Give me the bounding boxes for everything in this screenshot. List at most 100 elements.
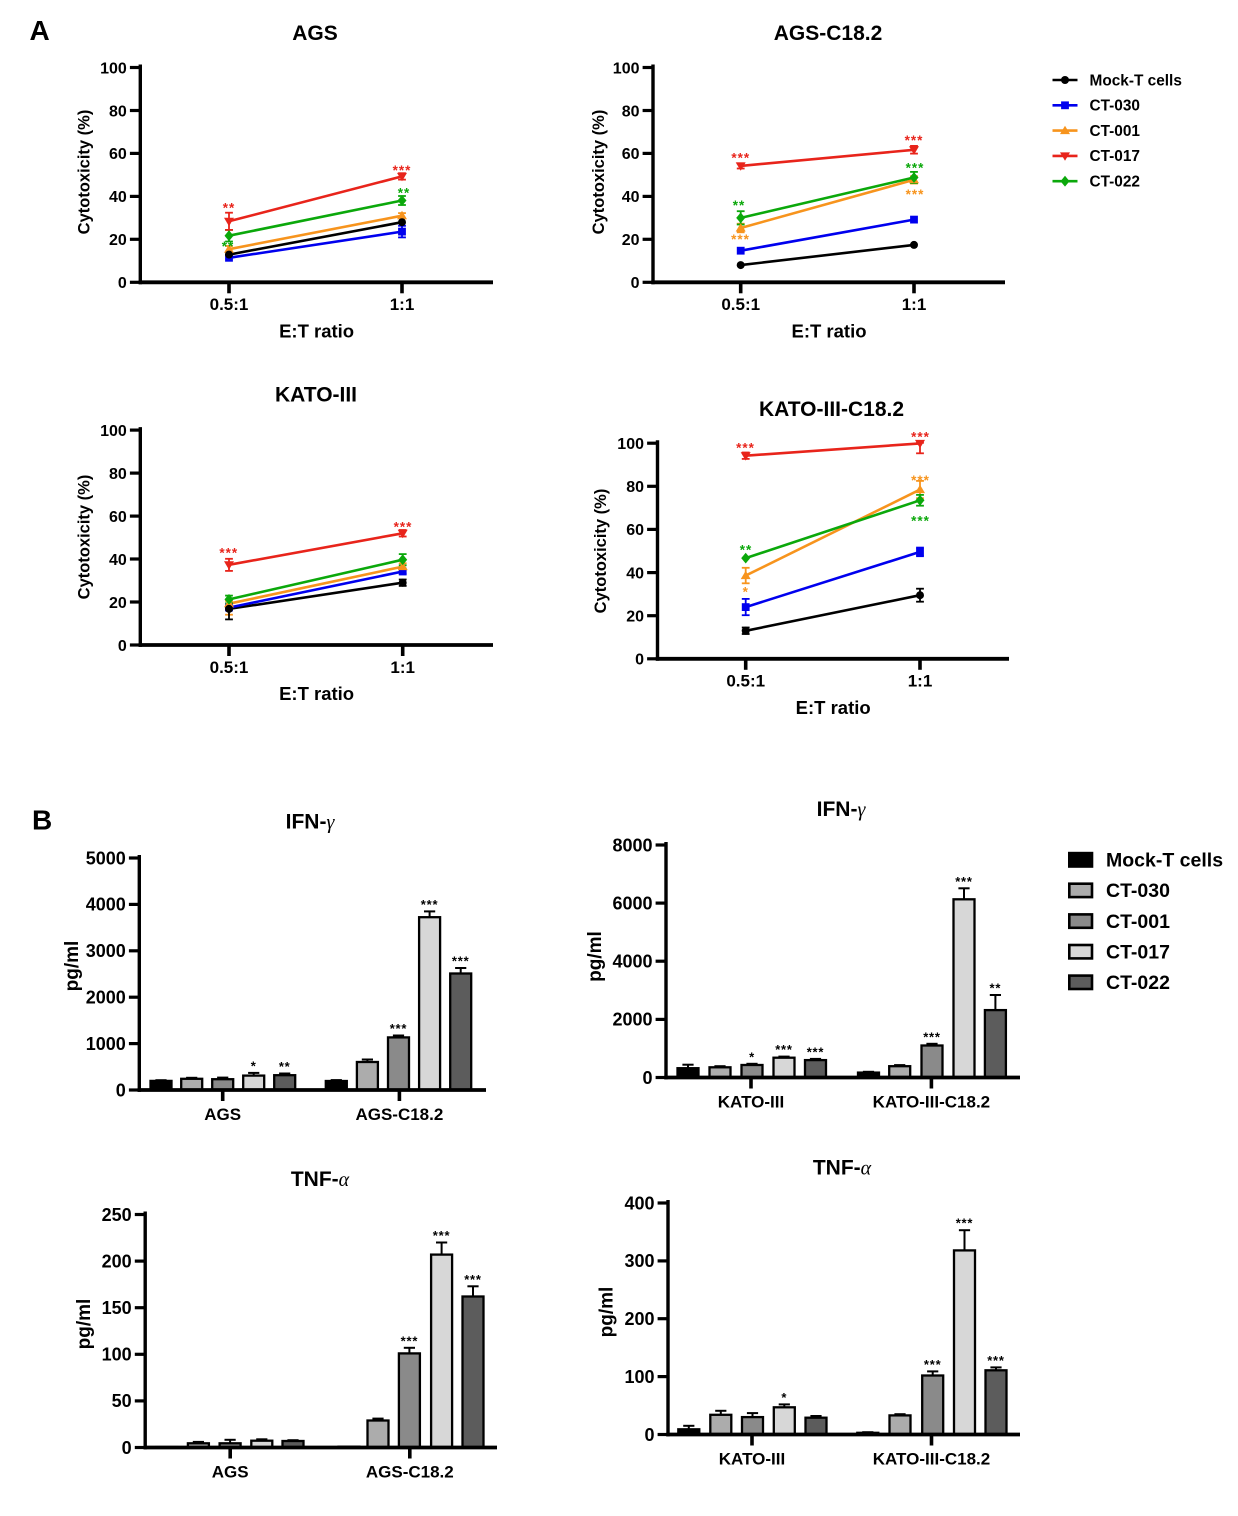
svg-text:2000: 2000 <box>86 988 126 1008</box>
svg-text:**: ** <box>740 543 753 558</box>
svg-text:100: 100 <box>617 436 644 453</box>
svg-text:60: 60 <box>109 509 127 526</box>
svg-text:***: *** <box>452 954 470 969</box>
svg-text:***: *** <box>393 163 412 178</box>
svg-text:IFN-γ: IFN-γ <box>817 798 867 821</box>
svg-text:*: * <box>743 585 749 600</box>
svg-text:***: *** <box>924 1357 942 1372</box>
svg-text:CT-017: CT-017 <box>1090 148 1140 165</box>
svg-text:Cytotoxicity (%): Cytotoxicity (%) <box>592 489 610 614</box>
svg-text:***: *** <box>906 160 925 175</box>
svg-text:40: 40 <box>109 189 127 206</box>
svg-text:100: 100 <box>100 60 127 77</box>
svg-text:pg/ml: pg/ml <box>62 941 83 992</box>
svg-text:Mock-T cells: Mock-T cells <box>1106 850 1223 872</box>
svg-text:AGS-C18.2: AGS-C18.2 <box>355 1105 443 1124</box>
svg-text:**: ** <box>222 239 235 254</box>
svg-text:***: *** <box>421 897 439 912</box>
svg-text:20: 20 <box>626 609 644 626</box>
svg-text:**: ** <box>398 185 411 200</box>
svg-text:Mock-T cells: Mock-T cells <box>1090 72 1182 89</box>
svg-text:AGS: AGS <box>204 1105 241 1124</box>
svg-text:*: * <box>251 1058 257 1073</box>
svg-text:60: 60 <box>626 522 644 539</box>
svg-text:50: 50 <box>112 1391 132 1411</box>
svg-text:***: *** <box>390 1021 408 1036</box>
svg-text:**: ** <box>990 981 1002 996</box>
svg-text:AGS: AGS <box>212 1462 249 1481</box>
svg-text:Cytotoxicity (%): Cytotoxicity (%) <box>76 475 94 600</box>
svg-text:KATO-III: KATO-III <box>719 1449 785 1468</box>
svg-text:***: *** <box>433 1228 451 1243</box>
svg-text:***: *** <box>775 1042 793 1057</box>
svg-text:60: 60 <box>622 146 640 163</box>
svg-text:pg/ml: pg/ml <box>585 931 606 982</box>
svg-text:400: 400 <box>624 1193 654 1213</box>
svg-text:***: *** <box>955 874 973 889</box>
svg-text:1:1: 1:1 <box>902 295 927 314</box>
svg-text:Cytotoxicity (%): Cytotoxicity (%) <box>590 110 608 235</box>
svg-text:0: 0 <box>122 1438 132 1458</box>
svg-text:0: 0 <box>116 1080 126 1100</box>
svg-text:0: 0 <box>631 275 640 292</box>
svg-text:8000: 8000 <box>612 835 652 855</box>
svg-text:0: 0 <box>642 1068 652 1088</box>
svg-text:AGS: AGS <box>292 22 338 45</box>
svg-text:KATO-III: KATO-III <box>718 1092 784 1111</box>
svg-text:40: 40 <box>109 552 127 569</box>
svg-text:KATO-III-C18.2: KATO-III-C18.2 <box>873 1092 990 1111</box>
svg-text:*: * <box>749 1049 755 1064</box>
svg-text:KATO-III-C18.2: KATO-III-C18.2 <box>873 1449 990 1468</box>
svg-text:80: 80 <box>622 103 640 120</box>
svg-text:100: 100 <box>102 1345 132 1365</box>
svg-text:CT-022: CT-022 <box>1106 972 1170 994</box>
svg-text:pg/ml: pg/ml <box>597 1287 618 1338</box>
svg-text:0: 0 <box>118 638 127 655</box>
svg-text:***: *** <box>987 1353 1005 1368</box>
svg-text:***: *** <box>736 441 755 456</box>
svg-text:CT-030: CT-030 <box>1090 98 1140 115</box>
svg-text:0: 0 <box>635 652 644 669</box>
svg-text:**: ** <box>223 201 236 216</box>
svg-text:***: *** <box>401 1333 419 1348</box>
svg-text:***: *** <box>394 520 413 535</box>
svg-text:***: *** <box>731 232 750 247</box>
svg-text:60: 60 <box>109 146 127 163</box>
svg-text:100: 100 <box>613 60 640 77</box>
svg-text:***: *** <box>906 187 925 202</box>
svg-text:***: *** <box>807 1044 825 1059</box>
svg-text:1:1: 1:1 <box>390 295 415 314</box>
svg-text:KATO-III-C18.2: KATO-III-C18.2 <box>759 398 904 421</box>
svg-text:5000: 5000 <box>86 848 126 868</box>
svg-text:***: *** <box>956 1216 974 1231</box>
svg-text:***: *** <box>911 473 930 488</box>
svg-text:AGS-C18.2: AGS-C18.2 <box>366 1462 454 1481</box>
svg-text:***: *** <box>923 1029 941 1044</box>
svg-text:1:1: 1:1 <box>390 658 415 677</box>
svg-text:6000: 6000 <box>612 893 652 913</box>
svg-text:150: 150 <box>102 1298 132 1318</box>
svg-text:CT-030: CT-030 <box>1106 880 1170 902</box>
svg-text:20: 20 <box>622 232 640 249</box>
svg-text:40: 40 <box>626 565 644 582</box>
svg-text:300: 300 <box>624 1251 654 1271</box>
svg-text:IFN-γ: IFN-γ <box>286 811 336 834</box>
svg-text:0.5:1: 0.5:1 <box>726 672 765 691</box>
svg-text:KATO-III: KATO-III <box>275 384 357 407</box>
svg-text:A: A <box>30 15 50 46</box>
svg-text:***: *** <box>731 151 750 166</box>
svg-text:3000: 3000 <box>86 941 126 961</box>
svg-text:E:T ratio: E:T ratio <box>791 320 866 341</box>
svg-text:80: 80 <box>626 479 644 496</box>
svg-text:0.5:1: 0.5:1 <box>210 295 249 314</box>
svg-text:200: 200 <box>624 1309 654 1329</box>
svg-text:20: 20 <box>109 232 127 249</box>
svg-text:0.5:1: 0.5:1 <box>721 295 760 314</box>
svg-text:4000: 4000 <box>86 895 126 915</box>
svg-text:20: 20 <box>109 595 127 612</box>
svg-text:**: ** <box>279 1059 291 1074</box>
svg-text:CT-001: CT-001 <box>1106 911 1170 933</box>
svg-text:4000: 4000 <box>612 952 652 972</box>
svg-text:0: 0 <box>644 1425 654 1445</box>
svg-text:CT-022: CT-022 <box>1090 174 1140 191</box>
